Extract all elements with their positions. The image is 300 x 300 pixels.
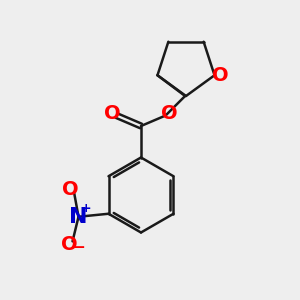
Text: N: N xyxy=(69,207,88,227)
Text: O: O xyxy=(104,103,121,123)
Text: O: O xyxy=(62,180,79,199)
Text: O: O xyxy=(212,66,228,85)
Text: O: O xyxy=(161,103,178,123)
Text: −: − xyxy=(73,240,85,255)
Text: O: O xyxy=(61,235,77,254)
Text: +: + xyxy=(81,202,91,215)
